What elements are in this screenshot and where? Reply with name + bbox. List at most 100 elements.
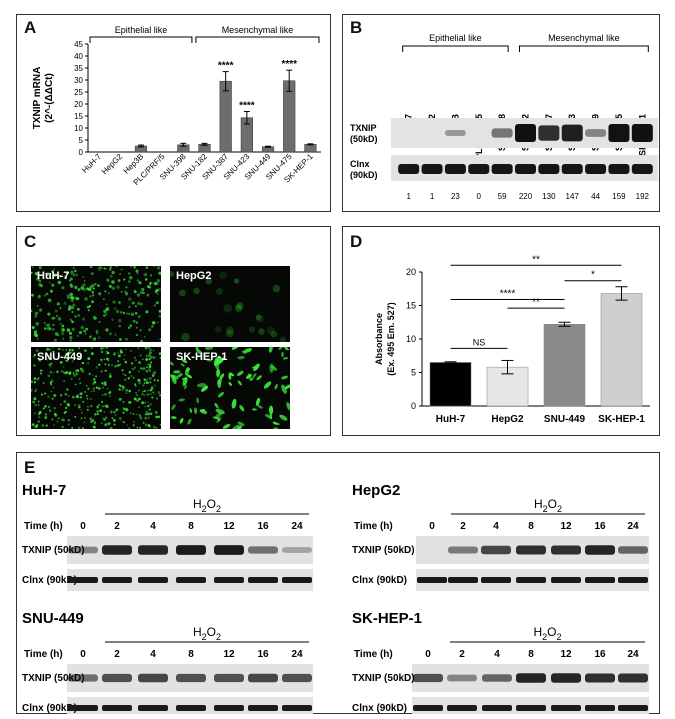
cell-dot bbox=[135, 391, 137, 394]
cell-dot bbox=[179, 289, 186, 297]
cell-dot bbox=[90, 390, 93, 393]
cell-dot bbox=[105, 328, 109, 332]
clnx-band bbox=[102, 705, 132, 711]
cell-dot bbox=[51, 418, 54, 421]
cell-dot bbox=[66, 294, 70, 298]
cell-dot bbox=[71, 395, 75, 399]
cell-dot bbox=[74, 315, 77, 318]
cell-dot bbox=[67, 423, 70, 426]
cell-line-name: HuH-7 bbox=[22, 482, 66, 499]
cell-dot bbox=[142, 421, 145, 424]
cell-dot bbox=[204, 347, 214, 350]
cell-dot bbox=[47, 405, 51, 408]
cell-dot bbox=[121, 369, 124, 372]
time-point: 4 bbox=[150, 521, 156, 532]
cell-dot bbox=[132, 424, 135, 427]
cell-dot bbox=[75, 296, 80, 301]
cell-dot bbox=[258, 328, 265, 335]
cell-dot bbox=[181, 359, 188, 363]
cell-dot bbox=[80, 417, 83, 419]
y-tick-label: 0 bbox=[79, 148, 84, 157]
cell-dot bbox=[105, 352, 108, 355]
cell-dot bbox=[46, 347, 50, 351]
txnip-band bbox=[176, 545, 206, 555]
cell-dot bbox=[269, 405, 274, 415]
cell-dot bbox=[85, 327, 89, 331]
cell-dot bbox=[108, 372, 112, 376]
cell-dot bbox=[147, 424, 151, 427]
cell-dot bbox=[142, 384, 145, 387]
cell-dot bbox=[58, 274, 62, 278]
cell-dot bbox=[196, 348, 203, 355]
cell-dot bbox=[74, 383, 77, 386]
cell-dot bbox=[111, 270, 115, 275]
cell-dot bbox=[143, 378, 147, 382]
quant-value: 1 bbox=[406, 192, 411, 201]
cell-dot bbox=[144, 401, 147, 404]
cell-dot bbox=[46, 326, 51, 331]
cell-dot bbox=[125, 292, 128, 295]
quant-value: 130 bbox=[542, 192, 556, 201]
cell-dot bbox=[103, 309, 107, 313]
cell-dot bbox=[184, 385, 188, 390]
cell-dot bbox=[281, 375, 289, 380]
cell-dot bbox=[66, 388, 69, 391]
cell-dot bbox=[158, 314, 161, 318]
cell-dot bbox=[157, 415, 161, 419]
cell-dot bbox=[145, 266, 149, 269]
cell-dot bbox=[114, 364, 118, 368]
time-label: Time (h) bbox=[24, 521, 63, 532]
cell-dot bbox=[145, 423, 148, 426]
cell-dot bbox=[78, 378, 81, 380]
cell-dot bbox=[151, 325, 154, 328]
clnx-label: Clnx (90kD) bbox=[22, 575, 77, 586]
cell-dot bbox=[231, 398, 237, 409]
cell-dot bbox=[68, 305, 72, 309]
cell-dot bbox=[113, 353, 116, 356]
cell-dot bbox=[53, 423, 55, 426]
cell-dot bbox=[48, 327, 52, 331]
cell-dot bbox=[36, 337, 39, 340]
cell-dot bbox=[96, 412, 100, 416]
cell-dot bbox=[235, 304, 243, 312]
cell-dot bbox=[255, 314, 264, 323]
cell-dot bbox=[131, 301, 135, 305]
cell-dot bbox=[137, 301, 140, 304]
cell-dot bbox=[46, 323, 51, 328]
clnx-band bbox=[447, 705, 477, 711]
cell-dot bbox=[110, 411, 112, 414]
cell-dot bbox=[40, 369, 42, 372]
cell-dot bbox=[53, 412, 57, 416]
cell-dot bbox=[92, 337, 96, 342]
clnx-band bbox=[421, 164, 443, 174]
panel-b-label: B bbox=[350, 18, 363, 37]
cell-dot bbox=[144, 416, 148, 420]
cell-dot bbox=[98, 292, 102, 296]
txnip-band bbox=[482, 674, 512, 682]
cell-dot bbox=[95, 331, 99, 335]
cell-dot bbox=[110, 410, 113, 413]
cell-dot bbox=[123, 378, 127, 382]
cell-dot bbox=[139, 329, 142, 332]
cell-dot bbox=[93, 284, 96, 287]
cell-dot bbox=[47, 374, 51, 378]
cell-dot bbox=[91, 300, 94, 304]
cell-dot bbox=[47, 298, 52, 303]
cell-dot bbox=[130, 312, 135, 317]
cell-dot bbox=[74, 269, 77, 273]
cell-dot bbox=[215, 408, 225, 415]
cell-dot bbox=[113, 352, 117, 355]
cell-dot bbox=[61, 324, 65, 328]
cell-dot bbox=[84, 349, 87, 352]
cell-dot bbox=[84, 297, 88, 301]
cell-dot bbox=[186, 374, 193, 379]
cell-dot bbox=[144, 413, 147, 416]
cell-dot bbox=[150, 356, 153, 359]
cell-dot bbox=[31, 293, 34, 297]
cell-dot bbox=[122, 421, 126, 424]
cell-dot bbox=[57, 417, 60, 420]
cell-dot bbox=[256, 375, 262, 381]
cell-dot bbox=[100, 358, 103, 361]
cell-dot bbox=[156, 279, 161, 283]
cell-dot bbox=[75, 297, 78, 300]
